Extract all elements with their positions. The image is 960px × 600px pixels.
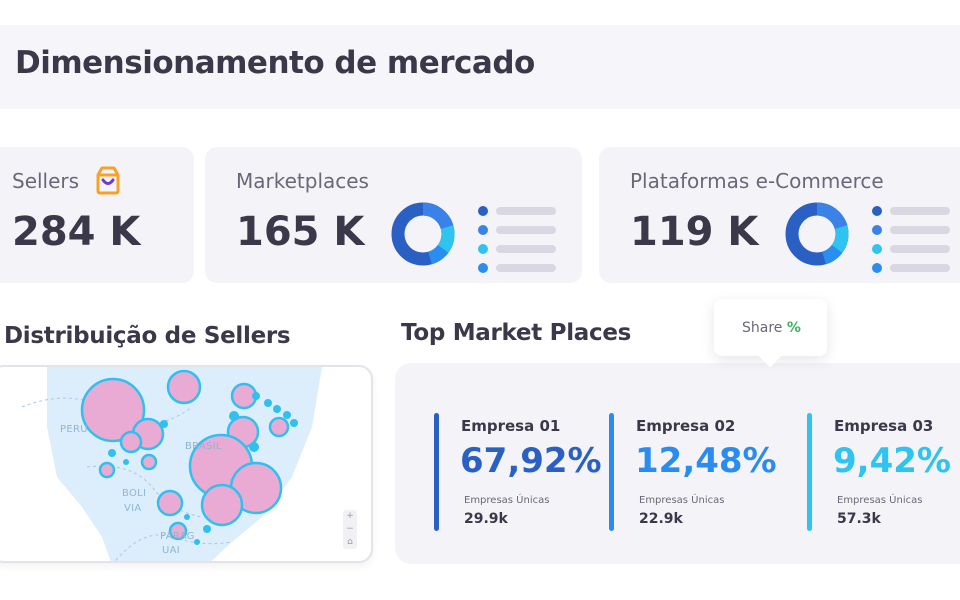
company-stat-01[interactable]: Empresa 01 67,92% Empresas Únicas 29.9k <box>434 413 604 531</box>
company-count: 22.9k <box>639 511 683 527</box>
map-bubble[interactable] <box>268 416 290 438</box>
ecommerce-legend <box>872 201 952 277</box>
tooltip-percent-symbol: % <box>786 320 801 336</box>
legend-item <box>872 220 952 239</box>
map-bubble[interactable] <box>98 461 116 479</box>
zoom-out-button[interactable]: − <box>346 524 354 534</box>
marketplaces-value: 165 K <box>236 209 365 255</box>
company-count: 57.3k <box>837 511 881 527</box>
page-title: Dimensionamento de mercado <box>15 45 535 81</box>
company-bar <box>807 413 812 531</box>
company-sub-label: Empresas Únicas <box>464 495 550 506</box>
tooltip-text: Share % <box>742 320 801 336</box>
shopping-bag-icon <box>96 166 120 195</box>
map-bubble[interactable] <box>156 489 184 517</box>
marketplaces-card[interactable]: Marketplaces 165 K <box>205 147 582 283</box>
map-label-peru: PERU <box>60 424 88 435</box>
ecommerce-label: Plataformas e-Commerce <box>630 169 884 193</box>
legend-item <box>872 258 952 277</box>
map-bubble[interactable] <box>166 369 202 405</box>
company-share: 67,92% <box>460 441 602 481</box>
company-share: 9,42% <box>833 441 951 481</box>
map-bubble[interactable] <box>140 453 158 471</box>
sellers-label: Sellers <box>12 169 80 193</box>
map-canvas[interactable] <box>0 367 373 563</box>
marketplaces-legend <box>478 201 558 277</box>
marketplaces-donut-chart <box>391 202 455 266</box>
legend-item <box>478 239 558 258</box>
ecommerce-value: 119 K <box>630 209 759 255</box>
ecommerce-card[interactable]: Plataformas e-Commerce 119 K <box>599 147 960 283</box>
legend-item <box>478 201 558 220</box>
sellers-map[interactable]: PERU BRASIL BOLI VIA PARAG UAI + − ⌂ <box>0 365 373 563</box>
zoom-in-button[interactable]: + <box>346 511 354 521</box>
top-marketplaces-panel: Empresa 01 67,92% Empresas Únicas 29.9k … <box>395 363 960 564</box>
map-label-paraguai: PARAG <box>160 531 195 542</box>
legend-item <box>478 220 558 239</box>
company-sub-label: Empresas Únicas <box>639 495 725 506</box>
company-sub-label: Empresas Únicas <box>837 495 923 506</box>
company-name: Empresa 03 <box>834 417 934 435</box>
company-stat-03[interactable]: Empresa 03 9,42% Empresas Únicas 57.3k <box>807 413 960 531</box>
share-tooltip: Share % <box>714 299 827 356</box>
legend-item <box>872 239 952 258</box>
map-zoom-controls: + − ⌂ <box>343 510 357 549</box>
map-label-bolivia-2: VIA <box>124 503 142 514</box>
map-label-paraguai-2: UAI <box>162 545 181 556</box>
ecommerce-donut-chart <box>785 202 849 266</box>
map-label-bolivia: BOLI <box>122 488 147 499</box>
company-count: 29.9k <box>464 511 508 527</box>
sellers-value: 284 K <box>12 209 141 255</box>
zoom-reset-button[interactable]: ⌂ <box>347 537 353 547</box>
company-bar <box>609 413 614 531</box>
map-label-brasil: BRASIL <box>185 441 222 452</box>
company-stat-02[interactable]: Empresa 02 12,48% Empresas Únicas 22.9k <box>609 413 779 531</box>
map-bubble[interactable] <box>80 377 146 443</box>
distribution-title: Distribuição de Sellers <box>4 323 291 349</box>
page-header: Dimensionamento de mercado <box>0 25 960 109</box>
map-bubble[interactable] <box>200 483 244 527</box>
company-share: 12,48% <box>635 441 777 481</box>
map-bubble[interactable] <box>168 521 188 541</box>
sellers-card[interactable]: Sellers 284 K <box>0 147 194 283</box>
marketplaces-label: Marketplaces <box>236 169 369 193</box>
legend-item <box>872 201 952 220</box>
map-bubble[interactable] <box>119 430 143 454</box>
company-bar <box>434 413 439 531</box>
tooltip-label: Share <box>742 320 783 336</box>
company-name: Empresa 02 <box>636 417 736 435</box>
legend-item <box>478 258 558 277</box>
top-marketplaces-title: Top Market Places <box>401 320 632 346</box>
company-name: Empresa 01 <box>461 417 561 435</box>
